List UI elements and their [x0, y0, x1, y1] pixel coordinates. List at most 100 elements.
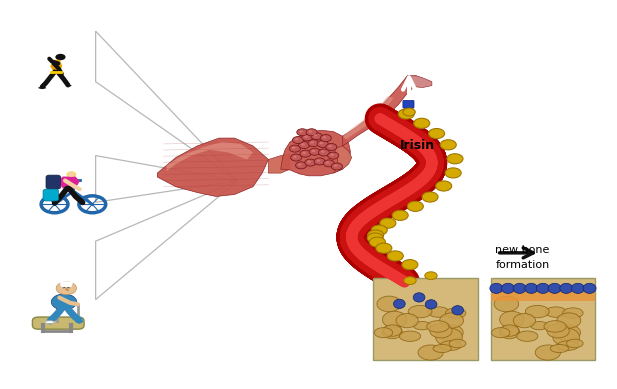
Circle shape [304, 135, 308, 138]
Polygon shape [50, 60, 62, 72]
Ellipse shape [429, 324, 452, 338]
Text: FNDC5: FNDC5 [327, 90, 369, 100]
Ellipse shape [531, 321, 548, 330]
Ellipse shape [553, 328, 579, 346]
Circle shape [313, 134, 317, 137]
Circle shape [318, 149, 329, 156]
Ellipse shape [547, 324, 569, 338]
Ellipse shape [494, 296, 519, 312]
Circle shape [323, 160, 334, 167]
Ellipse shape [500, 325, 519, 336]
Polygon shape [333, 146, 352, 173]
Ellipse shape [382, 325, 402, 339]
Polygon shape [167, 142, 253, 171]
Circle shape [299, 130, 303, 133]
Ellipse shape [563, 308, 583, 318]
Ellipse shape [383, 311, 407, 328]
Ellipse shape [440, 341, 462, 350]
Circle shape [326, 161, 329, 164]
Circle shape [328, 145, 332, 147]
Circle shape [376, 243, 392, 253]
Ellipse shape [44, 321, 55, 323]
Circle shape [441, 140, 457, 150]
FancyBboxPatch shape [403, 100, 414, 108]
Circle shape [392, 210, 408, 221]
Circle shape [62, 286, 65, 288]
Ellipse shape [413, 321, 431, 330]
Ellipse shape [383, 325, 402, 336]
Circle shape [293, 156, 297, 158]
Circle shape [328, 152, 339, 159]
Text: formation: formation [495, 260, 550, 270]
Circle shape [429, 128, 445, 138]
Circle shape [380, 218, 396, 228]
Ellipse shape [548, 283, 561, 293]
Circle shape [307, 161, 311, 163]
Ellipse shape [536, 345, 560, 360]
Circle shape [330, 154, 334, 156]
Ellipse shape [526, 305, 549, 318]
FancyBboxPatch shape [491, 278, 595, 360]
Circle shape [308, 130, 312, 133]
Ellipse shape [440, 313, 463, 328]
Ellipse shape [394, 299, 405, 308]
Circle shape [436, 181, 452, 191]
Ellipse shape [525, 283, 538, 293]
Ellipse shape [490, 283, 503, 293]
Circle shape [296, 162, 307, 169]
Polygon shape [57, 177, 80, 188]
Circle shape [56, 54, 65, 60]
Circle shape [317, 159, 320, 162]
Circle shape [370, 237, 386, 247]
Ellipse shape [536, 283, 550, 293]
Circle shape [398, 109, 414, 119]
Circle shape [67, 172, 75, 177]
Circle shape [66, 171, 77, 178]
Ellipse shape [377, 296, 402, 312]
Ellipse shape [396, 314, 418, 328]
Circle shape [292, 137, 304, 144]
Circle shape [305, 159, 316, 166]
Ellipse shape [408, 305, 432, 318]
Ellipse shape [425, 300, 437, 309]
Polygon shape [157, 138, 268, 196]
Ellipse shape [555, 325, 581, 340]
Ellipse shape [38, 87, 46, 89]
Circle shape [320, 142, 323, 144]
Circle shape [317, 140, 328, 147]
Circle shape [56, 282, 77, 295]
Ellipse shape [550, 344, 568, 352]
Circle shape [368, 230, 384, 240]
FancyBboxPatch shape [43, 189, 59, 201]
Text: Irisin: Irisin [400, 139, 435, 152]
Circle shape [320, 135, 331, 142]
Circle shape [326, 144, 337, 151]
Ellipse shape [445, 308, 466, 318]
Circle shape [334, 165, 337, 167]
Circle shape [387, 251, 404, 261]
Ellipse shape [513, 314, 536, 328]
Circle shape [299, 142, 310, 149]
Circle shape [403, 108, 415, 116]
Ellipse shape [449, 339, 466, 348]
Circle shape [289, 145, 300, 152]
Circle shape [309, 148, 320, 155]
Circle shape [310, 141, 314, 144]
Circle shape [321, 151, 325, 153]
Ellipse shape [418, 345, 443, 360]
Circle shape [314, 158, 325, 165]
Ellipse shape [452, 306, 463, 315]
Circle shape [297, 129, 308, 136]
Ellipse shape [428, 307, 449, 317]
Circle shape [402, 259, 418, 270]
Ellipse shape [437, 325, 463, 340]
Polygon shape [407, 76, 432, 88]
Ellipse shape [557, 313, 581, 328]
Circle shape [445, 168, 461, 178]
Ellipse shape [51, 294, 77, 310]
Ellipse shape [413, 293, 425, 302]
Polygon shape [343, 96, 394, 139]
Polygon shape [281, 130, 350, 176]
Ellipse shape [427, 321, 449, 332]
Circle shape [413, 118, 429, 128]
